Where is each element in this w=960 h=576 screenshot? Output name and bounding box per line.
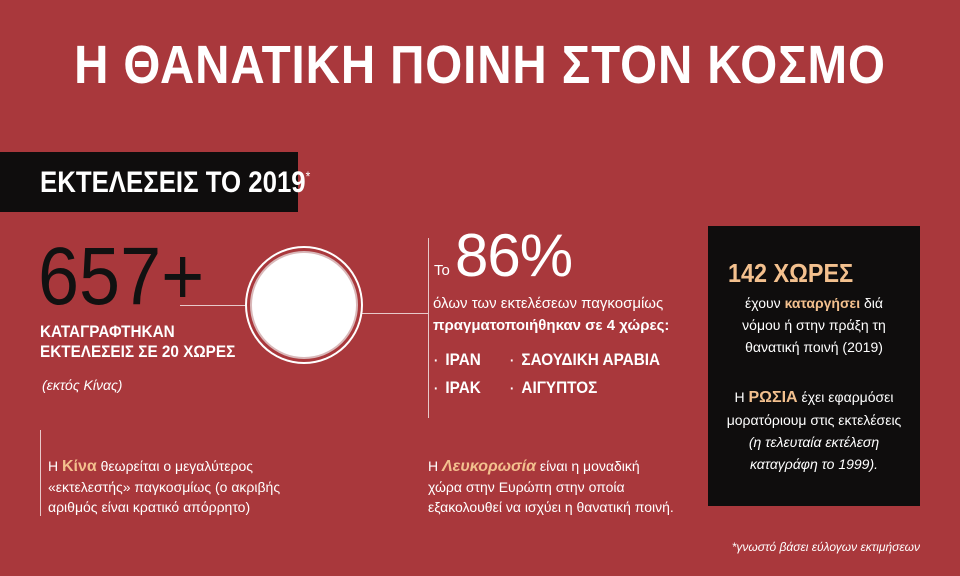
china-note: Η Κίνα θεωρείται ο μεγαλύτερος «εκτελεστ… <box>48 458 281 515</box>
abolition-text: έχουν καταργήσει διά νόμου ή στην πράξη … <box>742 295 886 355</box>
connector-line-vertical-left <box>40 430 41 516</box>
share-percent: 86% <box>455 222 573 289</box>
country-iran: · ΙΡΑΝ <box>434 350 481 369</box>
world-circle <box>250 251 358 359</box>
country-saudi-arabia: · ΣΑΟΥΔΙΚΗ ΑΡΑΒΙΑ <box>510 350 661 369</box>
abolished-highlight: καταργήσει <box>784 295 861 311</box>
page-title: Η ΘΑΝΑΤΙΚΗ ΠΟΙΝΗ ΣΤΟΝ ΚΟΣΜΟ <box>74 35 886 95</box>
connector-line-vertical-middle <box>428 238 429 418</box>
country-iraq: · ΙΡΑΚ <box>434 378 481 397</box>
executions-caption-line2: ΕΚΤΕΛΕΣΕΙΣ ΣΕ 20 ΧΩΡΕΣ <box>40 342 236 361</box>
russia-text: Η ΡΩΣΙΑ έχει εφαρμόσει μορατόριουμ στις … <box>726 389 902 472</box>
executions-caption-line1: ΚΑΤΑΓΡΑΦΤΗΚΑΝ <box>40 322 175 341</box>
section-banner <box>0 152 298 212</box>
belarus-highlight: Λευκορωσία <box>442 458 537 475</box>
connector-line-left <box>180 305 250 306</box>
executions-count: 657+ <box>38 231 205 322</box>
abolition-count: 142 ΧΩΡΕΣ <box>728 258 854 288</box>
executions-caption: ΚΑΤΑΓΡΑΦΤΗΚΑΝ ΕΚΤΕΛΕΣΕΙΣ ΣΕ 20 ΧΩΡΕΣ <box>40 322 256 362</box>
country-egypt: · ΑΙΓΥΠΤΟΣ <box>510 378 598 397</box>
belarus-note: Η Λευκορωσία είναι η μοναδική χώρα στην … <box>428 458 674 515</box>
section-banner-label: ΕΚΤΕΛΕΣΕΙΣ ΤΟ 2019* <box>40 166 311 199</box>
executions-exception-note: (εκτός Κίνας) <box>42 377 123 393</box>
abolition-box <box>708 226 920 506</box>
connector-line-right <box>358 313 428 314</box>
footnote: *γνωστό βάσει εύλογων εκτιμήσεων <box>731 540 920 554</box>
share-prefix: Το <box>434 262 450 279</box>
banner-asterisk: * <box>305 168 311 184</box>
russia-highlight: ΡΩΣΙΑ <box>748 389 798 406</box>
china-highlight: Κίνα <box>62 458 97 475</box>
share-line2: πραγματοποιήθηκαν σε 4 χώρες: <box>433 317 670 334</box>
share-line1: όλων των εκτελέσεων παγκοσμίως <box>433 295 664 312</box>
